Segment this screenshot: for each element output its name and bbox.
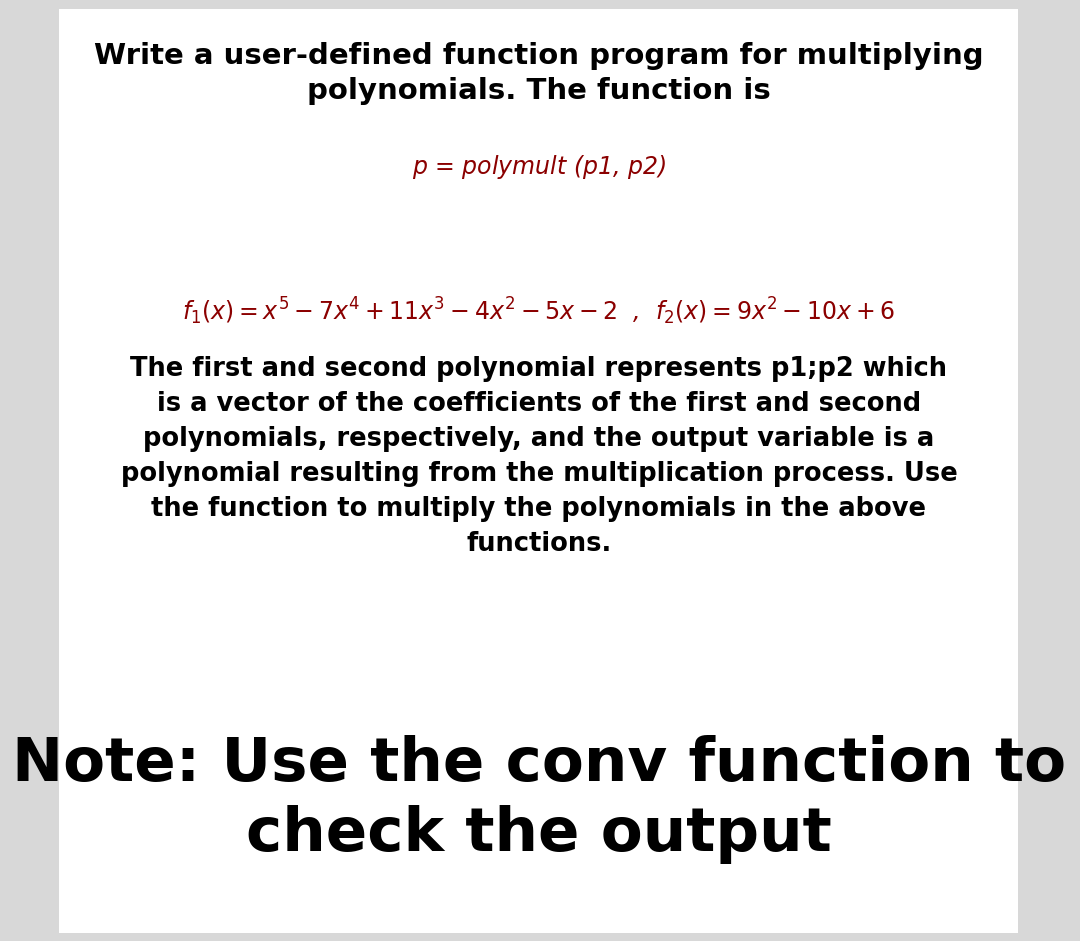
Text: $p$ = $polymult$ (p1, p2): $p$ = $polymult$ (p1, p2) bbox=[411, 152, 666, 181]
Text: Write a user-defined function program for multiplying
polynomials. The function : Write a user-defined function program fo… bbox=[94, 41, 984, 105]
Text: $f_1(x) = x^5 - 7x^4 + 11x^3 - 4x^2 - 5x - 2$  ,  $f_2(x) = 9x^2 - 10x + 6$: $f_1(x) = x^5 - 7x^4 + 11x^3 - 4x^2 - 5x… bbox=[183, 295, 895, 327]
Text: Note: Use the conv function to
check the output: Note: Use the conv function to check the… bbox=[12, 735, 1066, 864]
Text: The first and second polynomial represents p1;p2 which
is a vector of the coeffi: The first and second polynomial represen… bbox=[121, 356, 957, 557]
